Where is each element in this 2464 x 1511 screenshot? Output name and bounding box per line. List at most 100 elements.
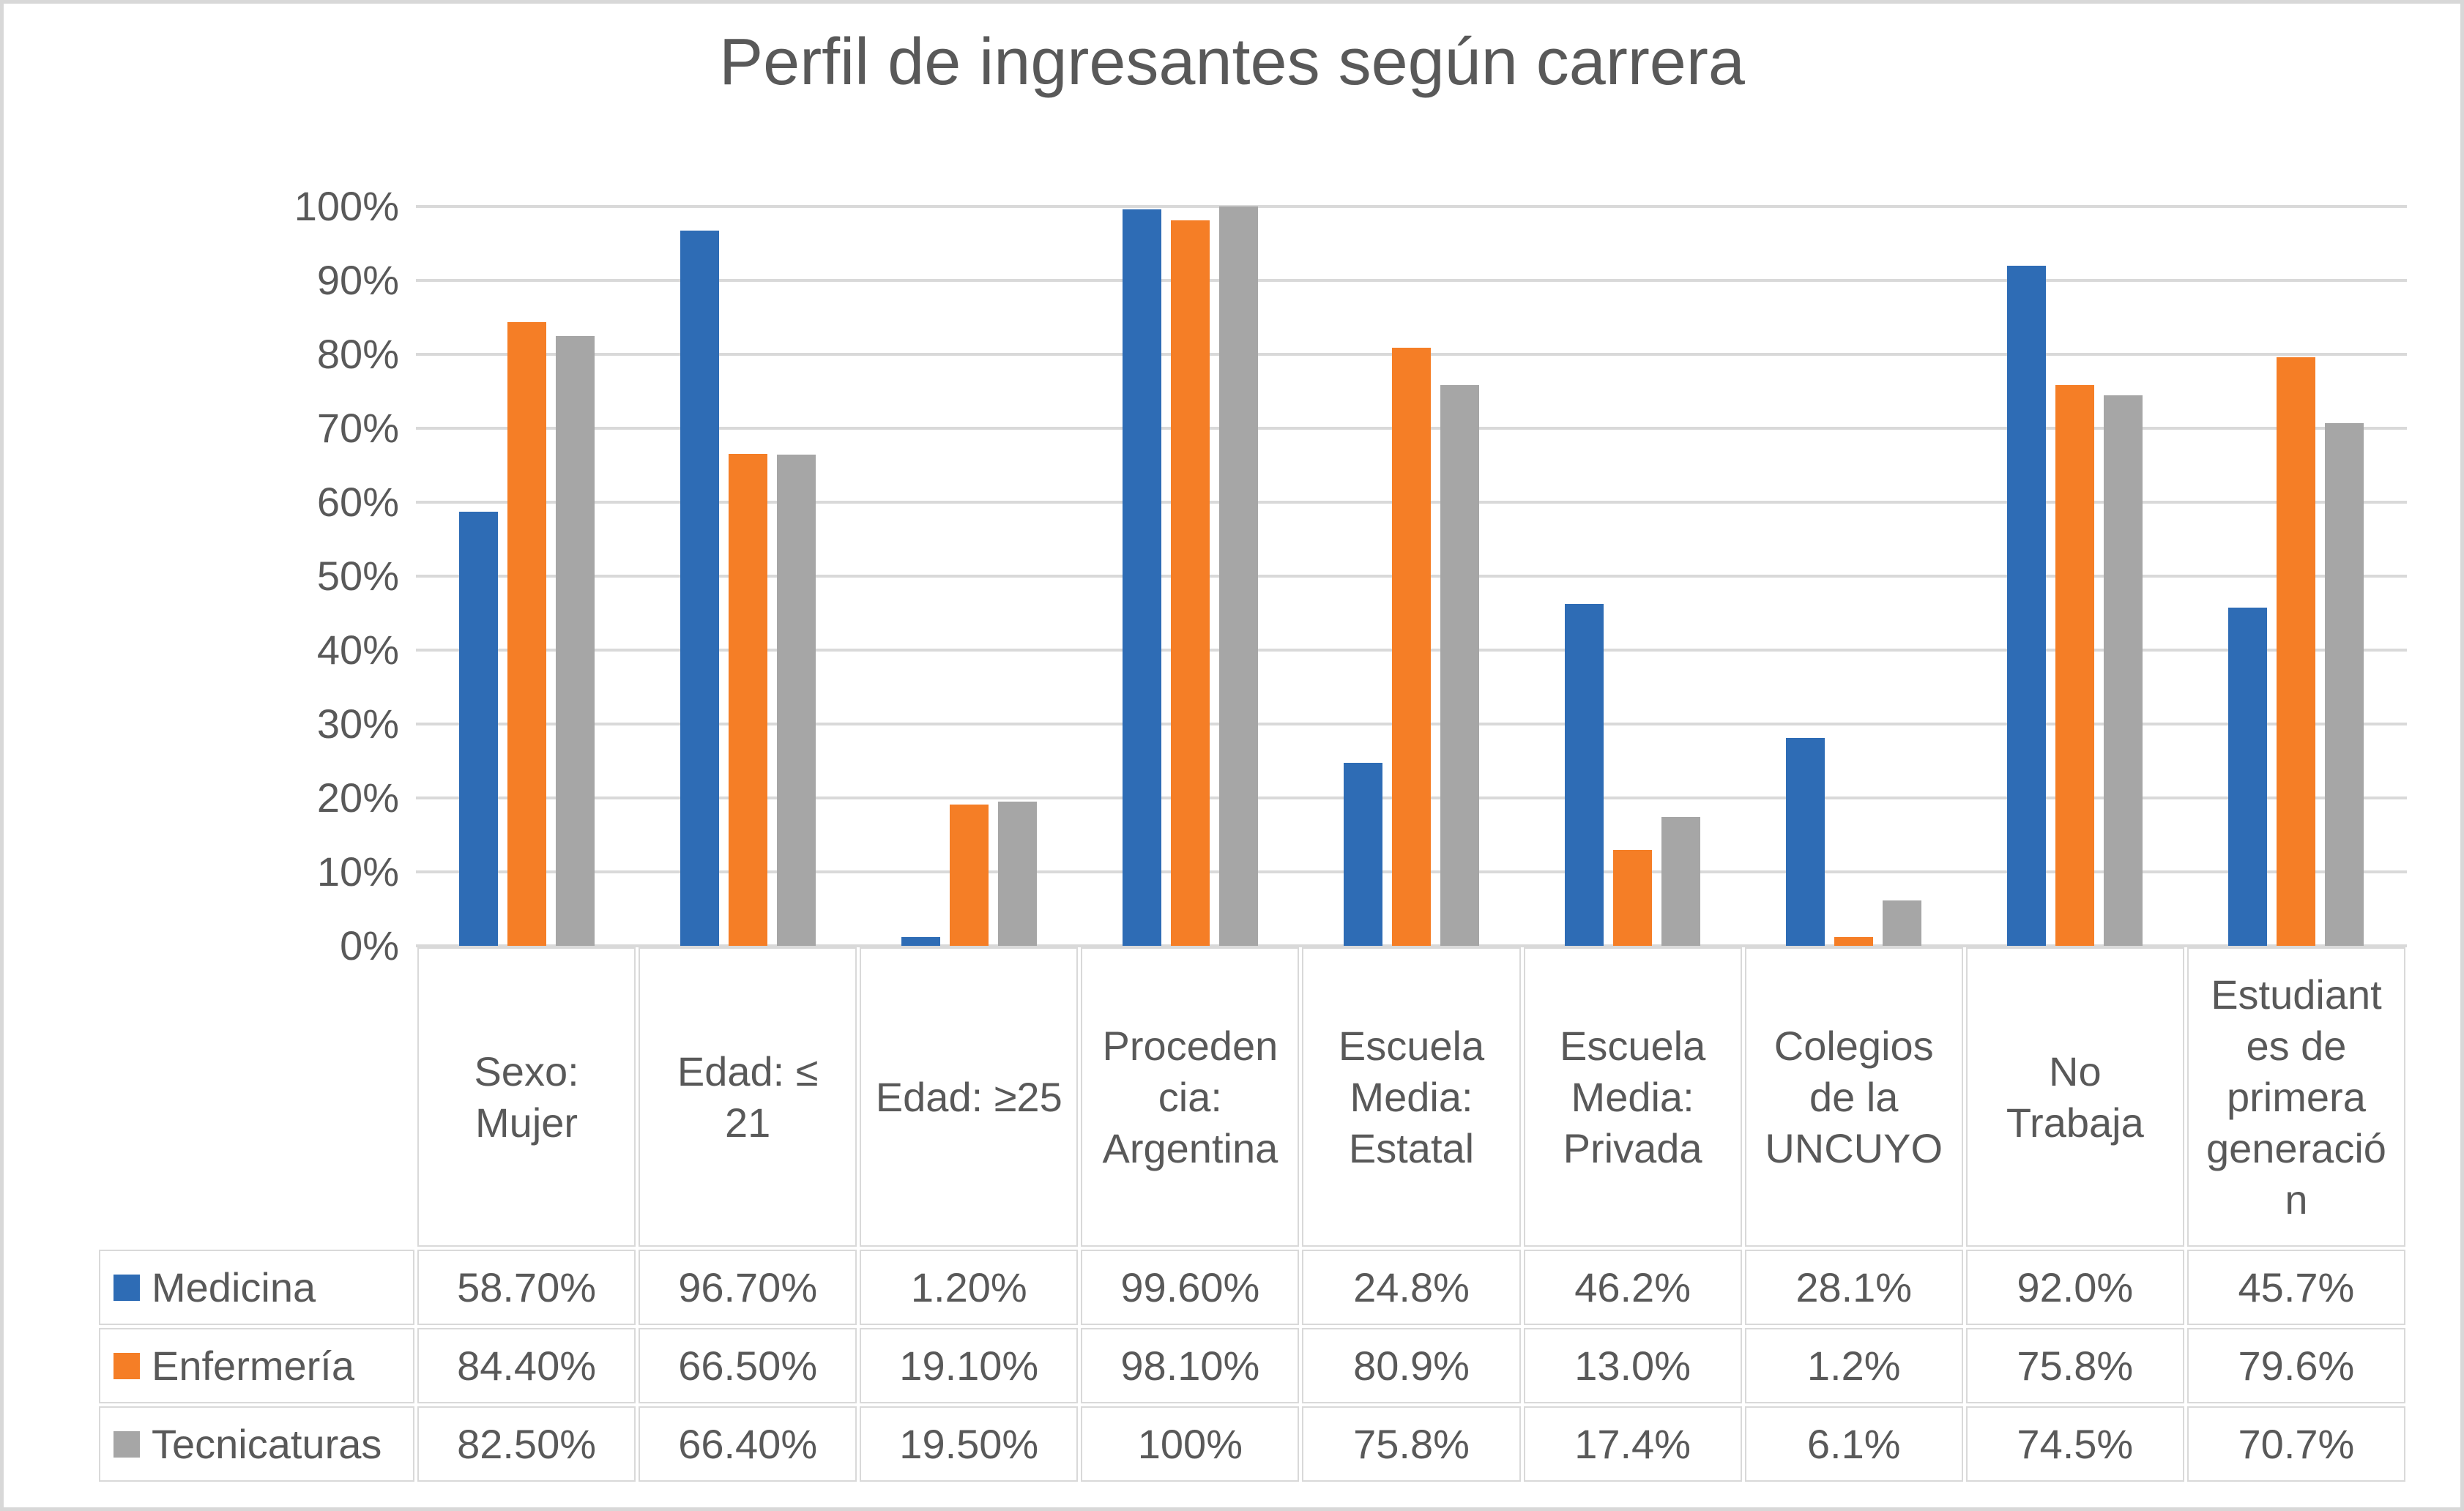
category-header-edad:-≤-21: Edad: ≤21 — [639, 947, 857, 1247]
value-enfermeria-escuela-media:-estatal: 80.9% — [1302, 1328, 1521, 1403]
category-header-edad:-≥25: Edad: ≥25 — [860, 947, 1079, 1247]
value-medicina-edad:-≤-21: 96.70% — [639, 1250, 857, 1325]
bar-group-edad:-≥25 — [858, 206, 1079, 946]
legend-label: Enfermería — [152, 1342, 354, 1389]
value-tecnicaturas-colegios-de-la-uncuyo: 6.1% — [1744, 1406, 1963, 1482]
gridline — [416, 944, 2407, 947]
bar-medicina-escuela-media:-estatal — [1343, 762, 1382, 946]
value-enfermeria-no-trabaja: 75.8% — [1965, 1328, 2184, 1403]
category-header-label: Sexo: Mujer — [474, 1048, 579, 1146]
bar-group-no-trabaja — [1965, 206, 2186, 946]
legend-key-tecnicaturas — [113, 1430, 140, 1458]
category-header-estudiantes-de-primera-generacion: Estudiant es de primera generació n — [2186, 947, 2405, 1247]
value-medicina-estudiantes-de-primera-generacion: 45.7% — [2186, 1250, 2405, 1325]
y-axis-tick-label: 30% — [316, 701, 399, 747]
value-tecnicaturas-estudiantes-de-primera-generacion: 70.7% — [2186, 1406, 2405, 1482]
y-axis-tick-label: 0% — [340, 922, 399, 969]
bar-enfermeria-no-trabaja — [2055, 385, 2095, 946]
value-medicina-sexo:-mujer: 58.70% — [417, 1250, 636, 1325]
value-medicina-escuela-media:-privada: 46.2% — [1523, 1250, 1742, 1325]
value-medicina-colegios-de-la-uncuyo: 28.1% — [1744, 1250, 1963, 1325]
value-medicina-edad:-≥25: 1.20% — [860, 1250, 1079, 1325]
value-medicina-escuela-media:-estatal: 24.8% — [1302, 1250, 1521, 1325]
value-medicina-no-trabaja: 92.0% — [1965, 1250, 2184, 1325]
legend-key-enfermeria — [113, 1352, 140, 1379]
legend-row-enfermeria: Enfermería — [99, 1328, 414, 1403]
y-axis-tick-label: 40% — [316, 627, 399, 673]
bar-tecnicaturas-escuela-media:-estatal — [1440, 385, 1479, 946]
y-axis-tick-label: 70% — [316, 405, 399, 451]
value-tecnicaturas-no-trabaja: 74.5% — [1965, 1406, 2184, 1482]
bar-tecnicaturas-procedencia:-argentina — [1218, 206, 1258, 946]
bar-enfermeria-edad:-≤-21 — [728, 454, 767, 946]
category-header-label: Edad: ≥25 — [875, 1073, 1062, 1120]
category-header-sexo:-mujer: Sexo: Mujer — [417, 947, 636, 1247]
y-axis-tick-label: 20% — [316, 775, 399, 821]
bar-group-estudiantes-de-primera-generacion — [2186, 206, 2407, 946]
value-tecnicaturas-sexo:-mujer: 82.50% — [417, 1406, 636, 1482]
category-header-colegios-de-la-uncuyo: Colegios de la UNCUYO — [1744, 947, 1963, 1247]
bar-enfermeria-edad:-≥25 — [949, 805, 989, 946]
legend-label: Medicina — [152, 1264, 316, 1310]
table-corner-blank — [99, 947, 414, 1247]
category-header-label: Escuela Media: Estatal — [1338, 1022, 1485, 1171]
bar-enfermeria-procedencia:-argentina — [1170, 220, 1210, 946]
y-axis-tick-label: 10% — [316, 848, 399, 895]
category-header-label: Estudiant es de primera generació n — [2206, 971, 2386, 1223]
y-axis-tick-label: 100% — [294, 183, 399, 229]
bar-medicina-no-trabaja — [2007, 265, 2047, 946]
gridline — [416, 279, 2407, 282]
bar-group-edad:-≤-21 — [637, 206, 858, 946]
legend-row-medicina: Medicina — [99, 1250, 414, 1325]
legend-key-medicina — [113, 1274, 140, 1301]
bar-group-escuela-media:-privada — [1522, 206, 1743, 946]
bar-tecnicaturas-no-trabaja — [2104, 395, 2143, 946]
y-axis-tick-label: 80% — [316, 331, 399, 377]
bar-enfermeria-colegios-de-la-uncuyo — [1834, 936, 1874, 946]
category-header-escuela-media:-privada: Escuela Media: Privada — [1523, 947, 1742, 1247]
y-axis-tick-label: 50% — [316, 553, 399, 599]
value-enfermeria-sexo:-mujer: 84.40% — [417, 1328, 636, 1403]
value-enfermeria-edad:-≥25: 19.10% — [860, 1328, 1079, 1403]
value-tecnicaturas-escuela-media:-privada: 17.4% — [1523, 1406, 1742, 1482]
bar-medicina-edad:-≤-21 — [680, 231, 719, 946]
category-header-label: Edad: ≤21 — [677, 1048, 819, 1146]
bar-group-colegios-de-la-uncuyo — [1743, 206, 1965, 946]
bar-medicina-escuela-media:-privada — [1565, 604, 1604, 946]
bar-medicina-edad:-≥25 — [901, 936, 940, 946]
bar-tecnicaturas-colegios-de-la-uncuyo — [1883, 900, 1922, 946]
bar-tecnicaturas-estudiantes-de-primera-generacion — [2325, 422, 2364, 946]
value-enfermeria-estudiantes-de-primera-generacion: 79.6% — [2186, 1328, 2405, 1403]
gridline — [416, 205, 2407, 208]
category-header-no-trabaja: No Trabaja — [1965, 947, 2184, 1247]
bar-medicina-estudiantes-de-primera-generacion — [2228, 608, 2268, 946]
category-header-escuela-media:-estatal: Escuela Media: Estatal — [1302, 947, 1521, 1247]
bar-enfermeria-escuela-media:-privada — [1613, 849, 1653, 946]
value-enfermeria-procedencia:-argentina: 98.10% — [1081, 1328, 1300, 1403]
chart-title: Perfil de ingresantes según carrera — [719, 26, 1745, 99]
y-axis-tick-label: 60% — [316, 479, 399, 525]
bar-enfermeria-sexo:-mujer — [507, 321, 546, 946]
bar-group-procedencia:-argentina — [1079, 206, 1300, 946]
category-header-label: No Trabaja — [2006, 1048, 2144, 1146]
category-header-label: Proceden cia: Argentina — [1102, 1022, 1278, 1171]
category-header-label: Escuela Media: Privada — [1559, 1022, 1706, 1171]
value-tecnicaturas-escuela-media:-estatal: 75.8% — [1302, 1406, 1521, 1482]
bar-medicina-colegios-de-la-uncuyo — [1786, 738, 1825, 946]
category-header-label: Colegios de la UNCUYO — [1765, 1022, 1943, 1171]
plot-area — [416, 205, 2407, 947]
bar-medicina-procedencia:-argentina — [1122, 209, 1161, 946]
legend-label: Tecnicaturas — [152, 1420, 382, 1467]
category-header-procedencia:-argentina: Proceden cia: Argentina — [1081, 947, 1300, 1247]
value-enfermeria-colegios-de-la-uncuyo: 1.2% — [1744, 1328, 1963, 1403]
bar-enfermeria-escuela-media:-estatal — [1391, 347, 1431, 946]
bar-enfermeria-estudiantes-de-primera-generacion — [2277, 357, 2316, 946]
bar-group-sexo:-mujer — [416, 206, 637, 946]
value-tecnicaturas-edad:-≥25: 19.50% — [860, 1406, 1079, 1482]
bar-tecnicaturas-sexo:-mujer — [555, 335, 595, 946]
value-medicina-procedencia:-argentina: 99.60% — [1081, 1250, 1300, 1325]
y-axis-tick-label: 90% — [316, 257, 399, 303]
bar-group-escuela-media:-estatal — [1300, 206, 1522, 946]
legend-row-tecnicaturas: Tecnicaturas — [99, 1406, 414, 1482]
